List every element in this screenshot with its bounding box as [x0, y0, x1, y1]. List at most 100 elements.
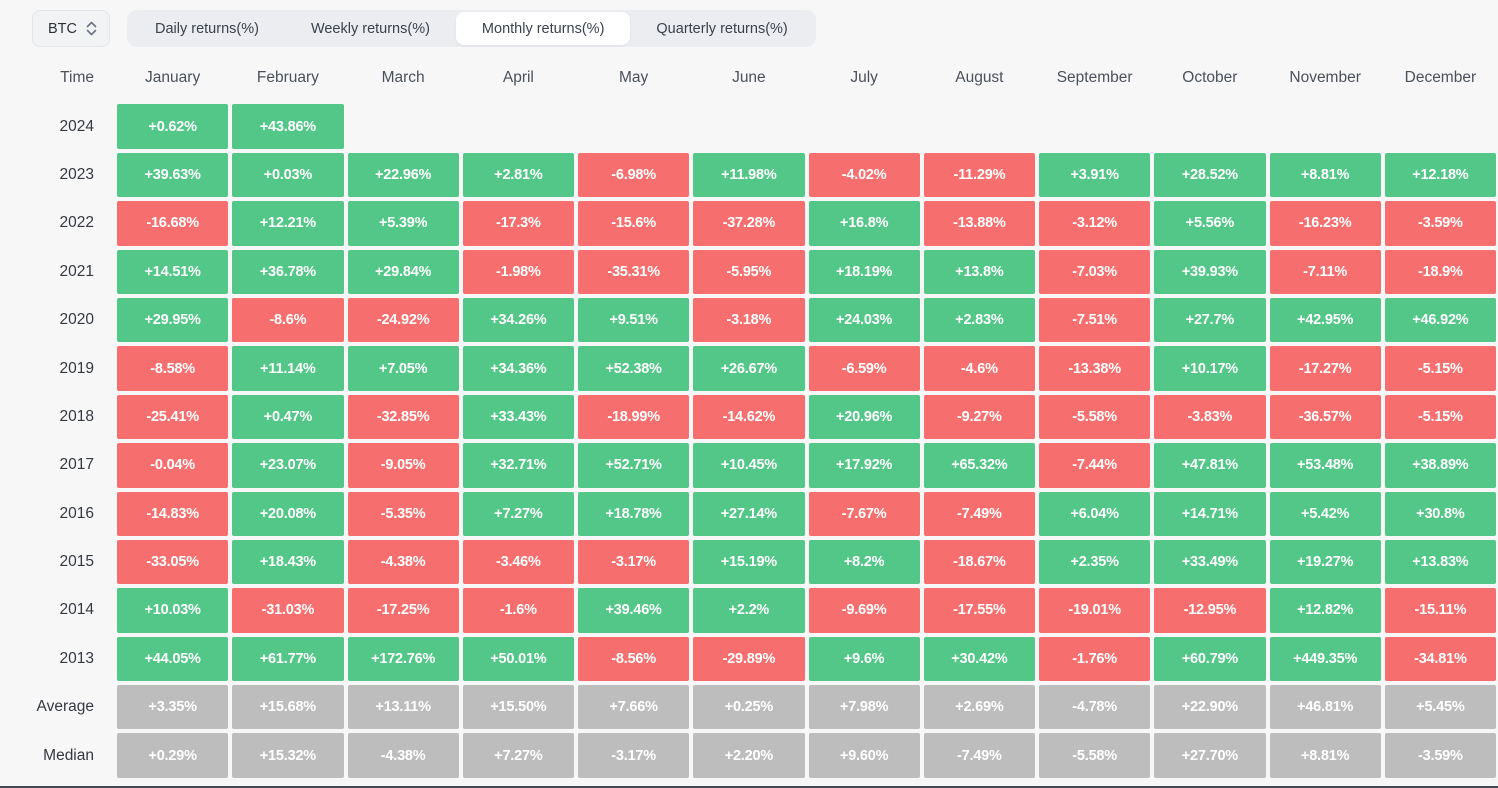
return-cell: -5.58%: [1039, 394, 1151, 440]
return-cell: [924, 104, 1035, 148]
return-cell: +7.05%: [347, 346, 459, 391]
return-cell: +5.45%: [1384, 685, 1496, 730]
return-cell: -7.67%: [808, 491, 920, 536]
row-label: Median: [43, 746, 94, 764]
column-header-month: August: [955, 69, 1004, 87]
return-cell: +50.01%: [462, 636, 574, 682]
return-cell: +0.03%: [232, 152, 344, 198]
row-label: 2021: [59, 262, 94, 280]
return-cell: -4.38%: [347, 733, 459, 778]
row-label: 2020: [59, 311, 94, 329]
return-cell: [348, 104, 459, 148]
return-cell: +12.18%: [1384, 152, 1496, 198]
column-header-month: June: [732, 69, 766, 87]
return-cell: -7.03%: [1039, 249, 1151, 294]
column-header-time: Time: [60, 69, 94, 87]
return-cell: +8.81%: [1269, 152, 1381, 198]
return-cell: +33.43%: [462, 394, 574, 440]
symbol-select-value: BTC: [48, 20, 77, 37]
return-cell: +30.42%: [923, 636, 1035, 682]
return-cell: +18.43%: [232, 539, 344, 585]
return-cell: -13.88%: [923, 201, 1035, 246]
column-header-month: March: [381, 69, 425, 87]
return-cell: -31.03%: [232, 588, 344, 633]
return-cell: -3.17%: [578, 539, 690, 585]
return-cell: +7.98%: [808, 685, 920, 730]
return-cell: +7.66%: [578, 685, 690, 730]
return-cell: +16.8%: [808, 201, 920, 246]
return-cell: -16.68%: [117, 201, 229, 246]
return-cell: -1.76%: [1039, 636, 1151, 682]
return-cell: -29.89%: [693, 636, 805, 682]
return-cell: -7.49%: [923, 491, 1035, 536]
row-label: 2015: [59, 553, 94, 571]
return-cell: +33.49%: [1154, 539, 1266, 585]
return-cell: +29.95%: [117, 297, 229, 343]
return-cell: +42.95%: [1269, 297, 1381, 343]
return-cell: -9.69%: [808, 588, 920, 633]
symbol-select[interactable]: BTC: [32, 10, 110, 47]
return-cell: -16.23%: [1269, 201, 1381, 246]
return-cell: +2.83%: [923, 297, 1035, 343]
column-header-month: November: [1289, 69, 1361, 87]
tab-daily[interactable]: Daily returns(%): [155, 20, 259, 37]
return-cell: -36.57%: [1269, 394, 1381, 440]
return-cell: +60.79%: [1154, 636, 1266, 682]
return-cell: -17.55%: [923, 588, 1035, 633]
return-cell: -17.27%: [1269, 346, 1381, 391]
tab-weekly[interactable]: Weekly returns(%): [310, 20, 430, 37]
return-cell: -4.6%: [923, 346, 1035, 391]
return-cell: +5.42%: [1269, 491, 1381, 536]
return-cell: +32.71%: [462, 443, 574, 488]
updown-chevron-icon: [86, 21, 97, 36]
tab-monthly[interactable]: Monthly returns(%): [455, 12, 631, 45]
return-cell: +2.20%: [693, 733, 805, 778]
return-cell: -18.99%: [578, 394, 690, 440]
return-cell: -18.67%: [923, 539, 1035, 585]
return-cell: +43.86%: [232, 104, 344, 149]
return-cell: -3.83%: [1154, 394, 1266, 440]
return-cell: -7.49%: [923, 733, 1035, 778]
return-cell: +27.7%: [1154, 297, 1266, 343]
return-cell: +52.71%: [578, 443, 690, 488]
row-label: 2017: [59, 456, 94, 474]
return-cell: +0.62%: [117, 104, 229, 149]
return-cell: -15.11%: [1384, 588, 1496, 633]
return-cell: +0.47%: [232, 394, 344, 440]
return-cell: -15.6%: [578, 201, 690, 246]
return-cell: [1270, 104, 1381, 148]
return-cell: +15.32%: [232, 733, 344, 778]
column-header-month: December: [1404, 69, 1477, 87]
return-cell: +18.78%: [578, 491, 690, 536]
return-cell: -8.56%: [578, 636, 690, 682]
return-cell: -7.51%: [1039, 297, 1151, 343]
return-cell: [693, 104, 804, 148]
row-label: 2018: [59, 407, 94, 425]
row-label: 2019: [59, 359, 94, 377]
return-cell: -17.25%: [347, 588, 459, 633]
row-label: 2016: [59, 504, 94, 522]
return-cell: +39.63%: [117, 152, 229, 198]
return-cell: -37.28%: [693, 201, 805, 246]
return-cell: +11.14%: [232, 346, 344, 391]
return-cell: -25.41%: [117, 394, 229, 440]
return-cell: -1.6%: [462, 588, 574, 633]
return-cell: +9.6%: [808, 636, 920, 682]
row-label: 2024: [59, 117, 94, 135]
return-cell: -5.35%: [347, 491, 459, 536]
return-cell: +22.96%: [347, 152, 459, 198]
return-cell: +172.76%: [347, 636, 459, 682]
return-cell: +8.81%: [1269, 733, 1381, 778]
return-cell: -9.05%: [347, 443, 459, 488]
return-cell: -17.3%: [462, 201, 574, 246]
return-cell: -19.01%: [1039, 588, 1151, 633]
return-cell: -3.18%: [693, 297, 805, 343]
return-cell: +18.19%: [808, 249, 920, 294]
return-cell: -33.05%: [117, 539, 229, 585]
return-cell: +5.56%: [1154, 201, 1266, 246]
return-cell: +2.81%: [462, 152, 574, 198]
return-cell: +26.67%: [693, 346, 805, 391]
return-cell: +17.92%: [808, 443, 920, 488]
tab-quarterly[interactable]: Quarterly returns(%): [656, 20, 788, 37]
return-cell: -6.59%: [808, 346, 920, 391]
